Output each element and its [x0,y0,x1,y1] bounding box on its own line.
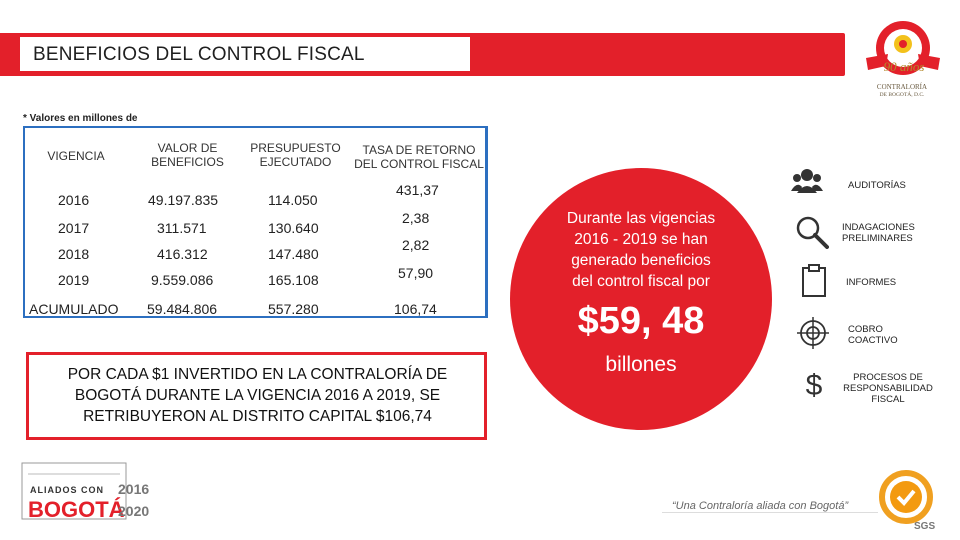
cell-tasa: 57,90 [398,265,434,281]
summary-line2: 2016 - 2019 se han [574,231,708,248]
highlight-line2: BOGOTÁ DURANTE LA VIGENCIA 2016 A 2019, … [74,387,441,404]
highlight-line3: RETRIBUYERON AL DISTRITO CAPITAL $106,74 [83,408,432,425]
cell-tasa: 431,37 [396,182,439,198]
cell-vigencia: 2019 [58,272,90,288]
side-label-procesos: PROCESOS DE RESPONSABILIDAD FISCAL [843,372,933,405]
summary-unit: billones [605,353,677,376]
cell-beneficios: 49.197.835 [148,192,219,208]
summary-text: Durante las vigencias 2016 - 2019 se han… [540,208,742,292]
cell-presupuesto: 130.640 [268,220,319,236]
cell-tasa: 106,74 [394,301,437,317]
magnifier-icon [796,216,829,249]
footer-slogan: “Una Contraloría aliada con Bogotá” [672,500,849,512]
logo-caption-line2: DE BOGOTÁ, D.C. [879,92,925,98]
sgs-certification-logo: SGS [879,470,935,531]
cell-presupuesto: 557.280 [268,301,319,317]
results-table [25,128,485,316]
cell-tasa: 2,38 [402,210,430,226]
summary-line3: generado beneficios [571,252,711,269]
footer-divider [662,512,878,513]
side-label-auditorias: AUDITORÍAS [848,180,906,191]
cell-vigencia: 2018 [58,246,90,262]
cell-vigencia: ACUMULADO [29,301,119,317]
cell-presupuesto: 165.108 [268,272,319,288]
contraloria-logo: 90 años [866,21,940,75]
summary-amount: $59, 48 [577,300,705,342]
side-label-cobro: COBRO COACTIVO [848,324,898,346]
units-note: * Valores en millones de [23,113,138,124]
side-label-informes: INFORMES [846,277,897,288]
side-label-indagaciones: INDAGACIONES PRELIMINARES [842,222,915,244]
highlight-line1: POR CADA $1 INVERTIDO EN LA CONTRALORÍA … [67,366,448,383]
header-presupuesto: PRESUPUESTO EJECUTADO [250,141,341,169]
clipboard-icon [802,264,826,297]
sgs-text: SGS [914,521,935,531]
cell-beneficios: 416.312 [157,246,208,262]
highlight-box [26,352,487,440]
dollar-icon: $ [806,369,823,400]
logo-caption-line1: CONTRALORÍA [876,83,928,91]
bogota-logo: ALIADOS CON BOGOTÁ 2016 2020 [21,462,149,522]
summary-line1: Durante las vigencias [566,210,716,227]
cell-presupuesto: 147.480 [268,246,319,262]
header-valor-beneficios: VALOR DE BENEFICIOS [151,141,224,169]
cell-beneficios: 311.571 [157,220,207,236]
cell-tasa: 2,82 [402,237,430,253]
cell-vigencia: 2017 [58,220,90,236]
header-vigencia: VIGENCIA [47,149,105,163]
cell-beneficios: 59.484.806 [147,301,218,317]
cell-beneficios: 9.559.086 [151,272,214,288]
logo-big-text: BOGOTÁ [28,497,125,522]
title-panel [20,37,470,71]
logo-caption: CONTRALORÍA DE BOGOTÁ, D.C. [862,83,942,99]
cell-presupuesto: 114.050 [268,192,318,208]
svg-text:$: $ [806,369,823,400]
logo-small-text: ALIADOS CON [30,485,104,495]
page-title: BENEFICIOS DEL CONTROL FISCAL [33,44,365,65]
svg-text:90 años: 90 años [884,59,925,74]
header-tasa-retorno: TASA DE RETORNO DEL CONTROL FISCAL [354,143,484,171]
logo-year1: 2016 [118,481,149,497]
logo-year2: 2020 [118,503,149,519]
cell-vigencia: 2016 [58,192,90,208]
summary-circle [510,168,772,430]
highlight-text: POR CADA $1 INVERTIDO EN LA CONTRALORÍA … [34,364,481,427]
people-icon [791,169,823,193]
summary-line4: del control fiscal por [572,273,710,290]
target-icon [797,317,829,349]
